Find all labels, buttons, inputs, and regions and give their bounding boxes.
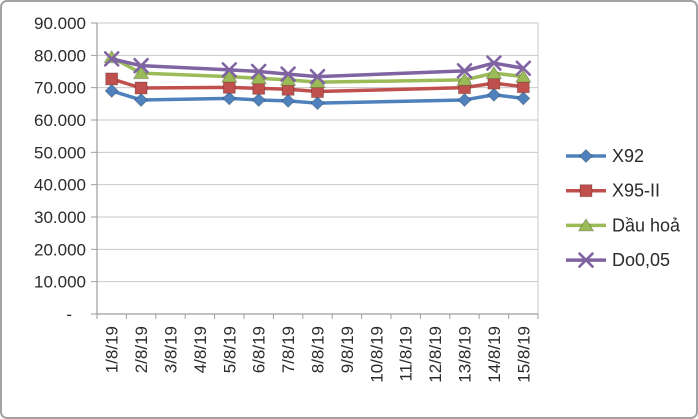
data-point-marker-3-do005 (456, 63, 473, 79)
data-point-marker-0-x92 (280, 93, 296, 109)
x-axis-label: 2/8/19 (132, 326, 151, 373)
x-axis-label: 15/8/19 (514, 326, 533, 383)
data-point-marker-1-x95ii (134, 81, 148, 95)
y-axis-label: 20.000 (34, 240, 86, 259)
data-point-marker-3-do005 (133, 57, 149, 74)
data-point-marker-3-do005 (250, 63, 267, 80)
data-point-marker-2-duho (132, 65, 150, 80)
data-point-marker-2-duho (485, 65, 503, 80)
y-axis-label: 70.000 (34, 79, 86, 98)
y-axis-label: - (66, 305, 72, 324)
x-axis-label: 12/8/19 (426, 326, 445, 383)
y-axis-label: 60.000 (34, 111, 86, 130)
legend-label: Dầu hoả (612, 215, 681, 235)
data-point-marker-0-x92 (251, 92, 266, 108)
legend-marker-triangle-icon (577, 217, 595, 232)
legend-item-3-do005: Do0,05 (566, 250, 670, 270)
data-point-marker-1-x95ii (222, 80, 236, 94)
y-axis-label: 50.000 (34, 143, 86, 162)
legend-item-1-x95ii: X95-II (566, 181, 660, 201)
legend-label: Do0,05 (612, 250, 670, 270)
x-axis-label: 13/8/19 (456, 326, 475, 383)
data-point-marker-3-do005 (221, 62, 238, 78)
data-point-marker-2-duho (220, 69, 238, 83)
data-point-marker-0-x92 (310, 95, 325, 111)
data-point-marker-3-do005 (103, 51, 120, 67)
data-point-marker-0-x92 (222, 91, 237, 106)
legend-marker-diamond-icon (578, 148, 594, 164)
series-0-x92 (104, 83, 531, 111)
series-1-x95ii (105, 72, 530, 99)
x-axis-label: 8/8/19 (309, 326, 328, 373)
x-axis-label: 3/8/19 (162, 326, 181, 373)
series-3-do005 (103, 51, 532, 85)
x-axis-label: 10/8/19 (367, 326, 386, 383)
x-axis-label: 5/8/19 (220, 326, 239, 373)
y-axis-label: 80.000 (34, 46, 86, 65)
x-axis-label: 11/8/19 (397, 326, 416, 381)
x-axis-label: 1/8/19 (103, 326, 122, 373)
data-point-marker-2-duho (514, 69, 532, 83)
x-axis-label: 4/8/19 (191, 326, 210, 373)
data-point-marker-3-do005 (280, 66, 296, 82)
data-point-marker-3-do005 (515, 60, 532, 77)
x-axis-label: 6/8/19 (250, 326, 269, 373)
data-point-marker-0-x92 (133, 92, 149, 108)
legend-label: X95-II (612, 181, 660, 201)
legend-label: X92 (612, 146, 644, 166)
legend-marker-x-icon (578, 252, 594, 268)
y-axis-label: 90.000 (34, 14, 86, 33)
data-point-marker-2-duho (456, 72, 473, 86)
y-axis-label: 40.000 (34, 176, 86, 195)
data-point-marker-0-x92 (104, 83, 119, 99)
data-point-marker-0-x92 (516, 91, 531, 106)
data-point-marker-3-do005 (309, 68, 326, 85)
x-axis-label: 7/8/19 (279, 326, 298, 373)
legend-marker-square-icon (579, 184, 593, 198)
legend-item-2-duho: Dầu hoả (566, 215, 681, 235)
data-point-marker-2-duho (250, 70, 268, 85)
data-point-marker-3-do005 (486, 55, 502, 71)
data-point-marker-1-x95ii (105, 72, 119, 86)
y-axis-label: 10.000 (34, 273, 86, 292)
y-axis-label: 30.000 (34, 208, 86, 227)
x-axis-label: 9/8/19 (338, 326, 357, 373)
x-axis-label: 14/8/19 (485, 326, 504, 383)
legend-item-0-x92: X92 (566, 146, 644, 166)
data-point-marker-0-x92 (457, 92, 472, 108)
series-2-duho (103, 49, 532, 89)
data-point-marker-0-x92 (486, 87, 502, 102)
